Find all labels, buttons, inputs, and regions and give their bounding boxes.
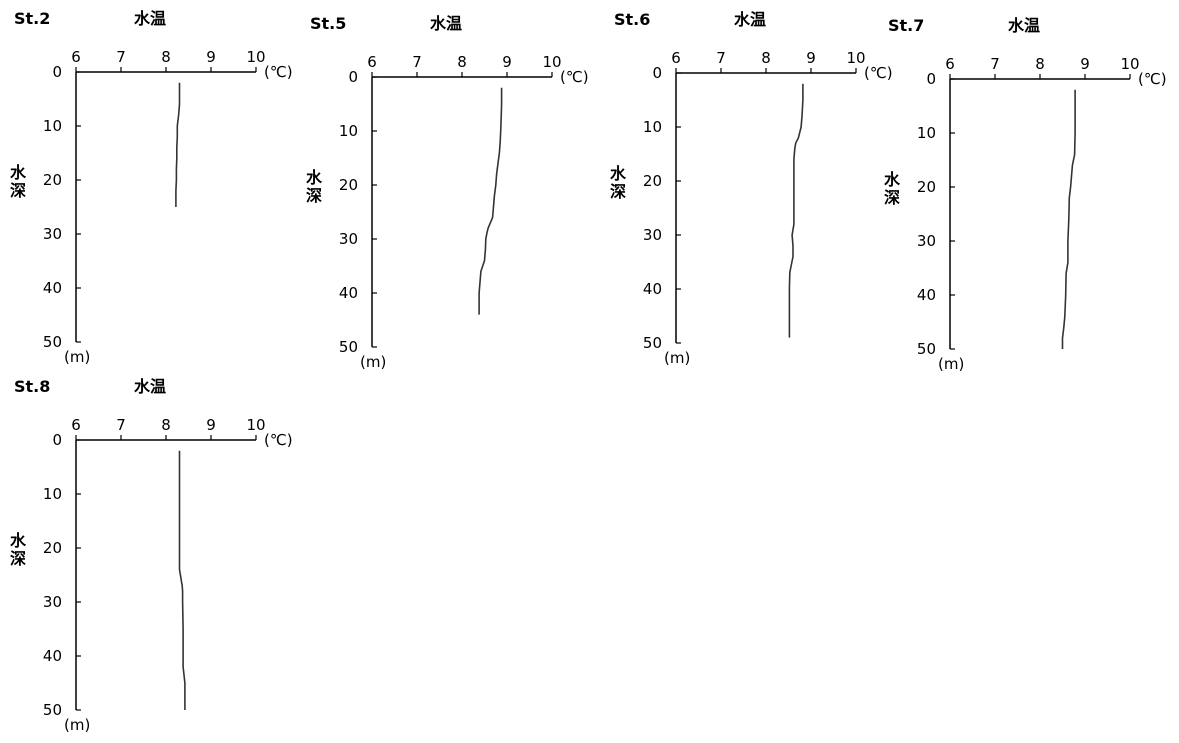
- y-tick-label: 0: [52, 63, 62, 81]
- y-unit-label: (m): [360, 353, 386, 371]
- y-tick-label: 50: [917, 340, 936, 358]
- station-label: St.6: [614, 10, 650, 29]
- chart-title: 水温: [134, 9, 166, 28]
- y-axis-label: 水深: [884, 170, 901, 207]
- x-tick-label: 9: [206, 48, 216, 66]
- y-tick-label: 40: [43, 279, 62, 297]
- y-unit-label: (m): [938, 355, 964, 373]
- x-tick-label: 6: [945, 55, 955, 73]
- x-unit-label: (℃): [560, 68, 589, 86]
- chart-title: 水温: [134, 377, 166, 396]
- y-tick-label: 0: [348, 68, 358, 86]
- x-unit-label: (℃): [1138, 70, 1167, 88]
- y-tick-label: 50: [339, 338, 358, 356]
- y-tick-label: 10: [917, 124, 936, 142]
- x-unit-label: (℃): [864, 64, 893, 82]
- y-tick-label: 50: [643, 334, 662, 352]
- x-tick-label: 8: [161, 48, 171, 66]
- x-tick-label: 6: [71, 48, 81, 66]
- x-tick-label: 7: [116, 48, 126, 66]
- x-tick-label: 10: [1120, 55, 1139, 73]
- x-tick-label: 10: [542, 53, 561, 71]
- x-unit-label: (℃): [264, 431, 293, 449]
- x-tick-label: 8: [761, 49, 771, 67]
- x-tick-label: 8: [1035, 55, 1045, 73]
- panel-st-7: St.7 水温 6 7 8 9 10 (℃) 0 10 20 30 40 50 (m) 水深: [874, 7, 1174, 382]
- y-tick-label: 40: [917, 286, 936, 304]
- y-tick-label: 20: [917, 178, 936, 196]
- x-unit-label: (℃): [264, 63, 293, 81]
- y-tick-label: 20: [43, 539, 62, 557]
- y-axis-label: 水深: [306, 168, 323, 205]
- y-tick-label: 40: [339, 284, 358, 302]
- station-label: St.5: [310, 14, 346, 33]
- y-tick-label: 20: [643, 172, 662, 190]
- temperature-profile-line: [178, 450, 186, 710]
- y-tick-label: 0: [52, 431, 62, 449]
- y-tick-label: 30: [917, 232, 936, 250]
- temperature-profile-line: [788, 83, 804, 338]
- panel-st-2: St.2 水温 6 7 8 9 10 (℃) 0 10 20 30 40 50 (m) 水深: [0, 0, 300, 375]
- chart-title: 水温: [734, 10, 766, 29]
- y-unit-label: (m): [664, 349, 690, 367]
- x-tick-label: 7: [716, 49, 726, 67]
- y-tick-label: 40: [43, 647, 62, 665]
- x-tick-label: 6: [71, 416, 81, 434]
- y-tick-label: 50: [43, 701, 62, 719]
- y-axis-label: 水深: [10, 531, 27, 568]
- y-axis-label: 水深: [10, 163, 27, 200]
- y-tick-label: 30: [43, 225, 62, 243]
- y-unit-label: (m): [64, 348, 90, 366]
- y-tick-label: 50: [43, 333, 62, 351]
- y-tick-label: 0: [652, 64, 662, 82]
- temperature-profile-line: [1061, 89, 1076, 349]
- x-tick-label: 9: [806, 49, 816, 67]
- panel-st-6: St.6 水温 6 7 8 9 10 (℃) 0 10 20 30 40 50 (m) 水深: [600, 1, 900, 376]
- y-tick-label: 10: [339, 122, 358, 140]
- station-label: St.7: [888, 16, 924, 35]
- x-tick-label: 10: [846, 49, 865, 67]
- y-tick-label: 10: [43, 117, 62, 135]
- x-tick-label: 7: [116, 416, 126, 434]
- x-tick-label: 7: [412, 53, 422, 71]
- y-unit-label: (m): [64, 716, 90, 734]
- x-tick-label: 10: [246, 416, 265, 434]
- x-tick-label: 9: [1080, 55, 1090, 73]
- x-tick-label: 6: [367, 53, 377, 71]
- y-tick-label: 20: [43, 171, 62, 189]
- y-tick-label: 20: [339, 176, 358, 194]
- y-axis-label: 水深: [610, 164, 627, 201]
- chart-title: 水温: [1008, 16, 1040, 35]
- y-tick-label: 10: [643, 118, 662, 136]
- x-tick-label: 9: [206, 416, 216, 434]
- x-tick-label: 8: [457, 53, 467, 71]
- x-tick-label: 8: [161, 416, 171, 434]
- y-tick-label: 30: [339, 230, 358, 248]
- chart-title: 水温: [430, 14, 462, 33]
- station-label: St.8: [14, 377, 50, 396]
- panel-st-5: St.5 水温 6 7 8 9 10 (℃) 0 10 20 30 40 50 (m) 水深: [296, 5, 596, 380]
- temperature-profile-line: [478, 87, 503, 315]
- x-tick-label: 9: [502, 53, 512, 71]
- y-tick-label: 0: [926, 70, 936, 88]
- x-tick-label: 6: [671, 49, 681, 67]
- x-tick-label: 7: [990, 55, 1000, 73]
- x-tick-label: 10: [246, 48, 265, 66]
- panel-st-8: St.8 水温 6 7 8 9 10 (℃) 0 10 20 30 40 50 (m) 水深: [0, 368, 300, 743]
- y-tick-label: 30: [643, 226, 662, 244]
- y-tick-label: 10: [43, 485, 62, 503]
- temperature-profile-line: [175, 82, 181, 207]
- y-tick-label: 30: [43, 593, 62, 611]
- station-label: St.2: [14, 9, 50, 28]
- y-tick-label: 40: [643, 280, 662, 298]
